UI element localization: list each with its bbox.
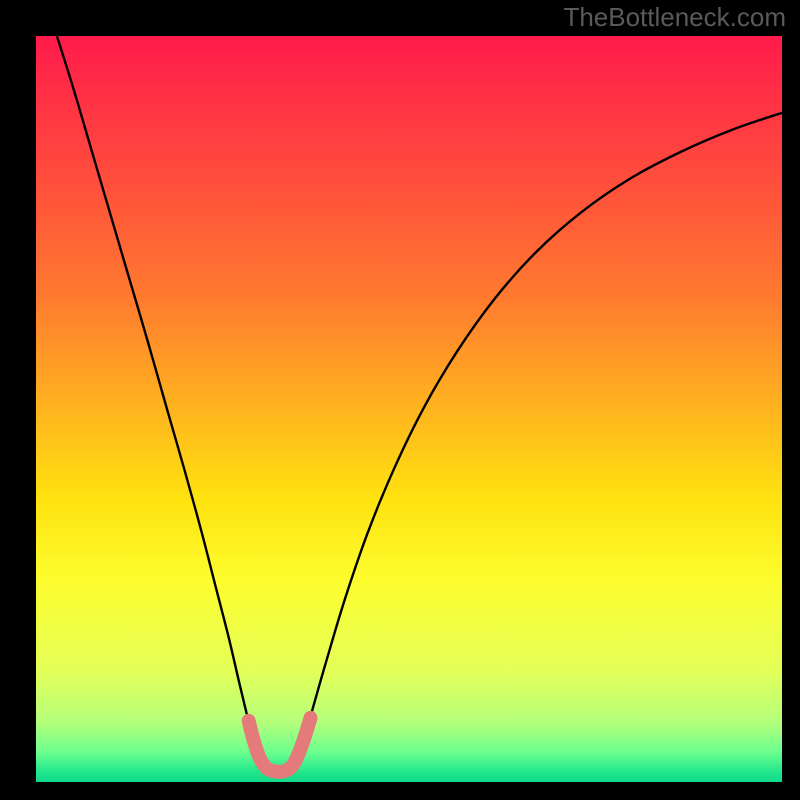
chart-svg xyxy=(36,36,782,782)
plot-area xyxy=(36,36,782,782)
chart-frame: TheBottleneck.com xyxy=(0,0,800,800)
gradient-background xyxy=(36,36,782,782)
watermark-text: TheBottleneck.com xyxy=(563,2,786,33)
